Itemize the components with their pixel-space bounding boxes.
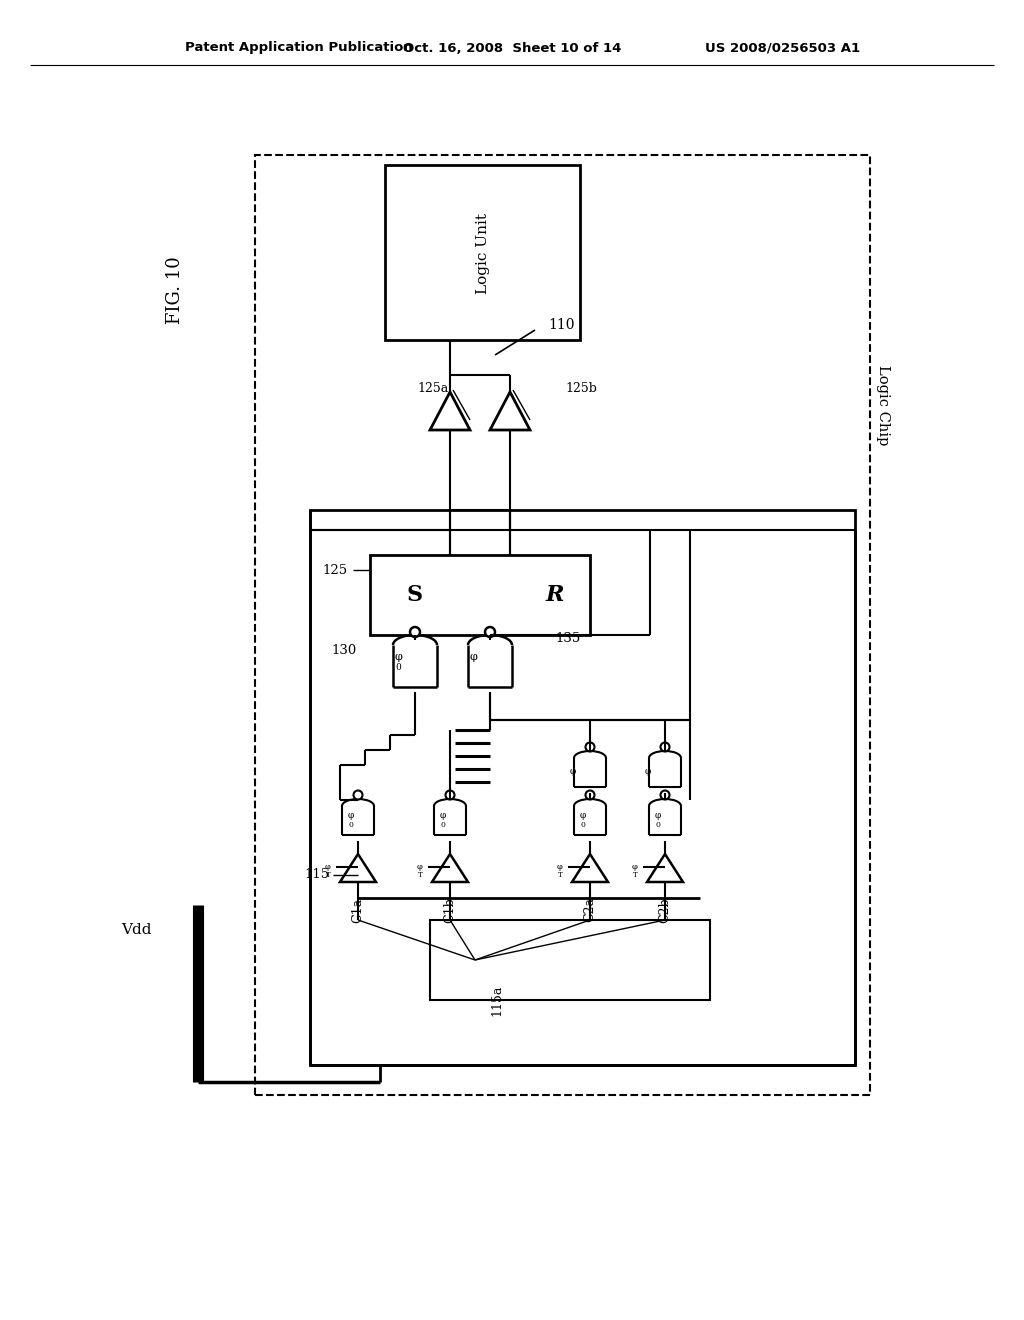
Circle shape bbox=[353, 791, 362, 800]
Text: R: R bbox=[546, 583, 564, 606]
Text: 115: 115 bbox=[305, 869, 330, 882]
Circle shape bbox=[485, 627, 495, 638]
Text: Logic Chip: Logic Chip bbox=[876, 364, 890, 445]
Text: φ: φ bbox=[655, 812, 662, 821]
Text: 135: 135 bbox=[555, 631, 581, 644]
Text: C2a: C2a bbox=[584, 898, 597, 923]
Text: φ: φ bbox=[469, 652, 477, 663]
Text: φ: φ bbox=[417, 863, 423, 871]
Text: φ: φ bbox=[557, 863, 563, 871]
Text: φ: φ bbox=[394, 652, 402, 663]
Bar bbox=[310, 510, 855, 1065]
Text: US 2008/0256503 A1: US 2008/0256503 A1 bbox=[705, 41, 860, 54]
Circle shape bbox=[586, 742, 595, 751]
Text: 0: 0 bbox=[348, 821, 353, 829]
Text: T: T bbox=[418, 871, 422, 879]
Bar bbox=[385, 165, 580, 341]
Text: FIG. 10: FIG. 10 bbox=[166, 256, 184, 323]
Text: φ: φ bbox=[570, 767, 577, 776]
Text: C2b: C2b bbox=[658, 898, 672, 923]
Text: C1a: C1a bbox=[351, 898, 365, 923]
Text: φ: φ bbox=[645, 767, 651, 776]
Text: 0: 0 bbox=[440, 821, 445, 829]
Text: Oct. 16, 2008  Sheet 10 of 14: Oct. 16, 2008 Sheet 10 of 14 bbox=[402, 41, 622, 54]
Text: T: T bbox=[558, 871, 562, 879]
Text: T: T bbox=[326, 871, 331, 879]
Text: 125b: 125b bbox=[565, 381, 597, 395]
Text: Patent Application Publication: Patent Application Publication bbox=[185, 41, 413, 54]
Text: C1b: C1b bbox=[443, 898, 457, 923]
Text: 125a: 125a bbox=[418, 381, 449, 395]
Circle shape bbox=[410, 627, 420, 638]
Circle shape bbox=[445, 791, 455, 800]
Bar bbox=[430, 920, 710, 1001]
Text: 0: 0 bbox=[581, 821, 586, 829]
Text: Logic Unit: Logic Unit bbox=[476, 213, 490, 293]
Text: T: T bbox=[633, 871, 637, 879]
Text: 110: 110 bbox=[548, 318, 574, 333]
Bar bbox=[255, 154, 870, 1096]
Text: φ: φ bbox=[348, 812, 354, 821]
Text: 125: 125 bbox=[323, 564, 348, 577]
Circle shape bbox=[660, 791, 670, 800]
Text: φ: φ bbox=[440, 812, 446, 821]
Circle shape bbox=[586, 791, 595, 800]
Text: 0: 0 bbox=[395, 664, 400, 672]
Text: φ: φ bbox=[580, 812, 586, 821]
Bar bbox=[370, 554, 590, 635]
Text: 130: 130 bbox=[332, 644, 357, 656]
Text: 0: 0 bbox=[655, 821, 660, 829]
Text: φ: φ bbox=[325, 863, 331, 871]
Text: φ: φ bbox=[632, 863, 638, 871]
Text: Vdd: Vdd bbox=[121, 923, 152, 937]
Text: S: S bbox=[407, 583, 423, 606]
Circle shape bbox=[660, 742, 670, 751]
Text: 115a: 115a bbox=[490, 985, 503, 1015]
